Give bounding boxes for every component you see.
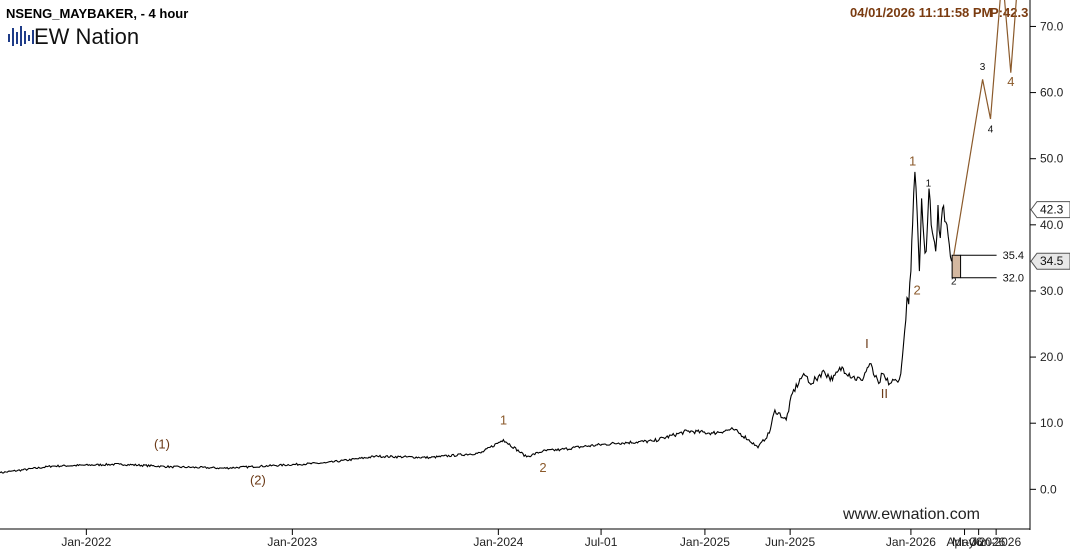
projection-group <box>953 0 1017 256</box>
x-tick-label: Jan-2025 <box>680 535 730 549</box>
price-line <box>0 171 953 474</box>
y-tick-label: 10.0 <box>1040 416 1064 430</box>
price-series-group <box>0 171 953 474</box>
y-axis-ticks: 0.0 10.0 20.0 30.0 40.0 50.0 60.0 70.0 <box>1030 19 1064 496</box>
current-price-tag <box>1030 252 1070 270</box>
timestamp-readout: 04/01/2026 11:11:58 PM <box>850 5 992 20</box>
x-tick-label: Jan-2026 <box>886 535 936 549</box>
y-tick-label: 40.0 <box>1040 218 1064 232</box>
projection-path <box>953 0 1017 256</box>
ew-nation-logo: EW Nation <box>8 24 139 49</box>
x-tick-label: Jan-2024 <box>473 535 523 549</box>
chart-title: NSENG_MAYBAKER, - 4 hour <box>6 6 188 21</box>
y-tick-label: 70.0 <box>1040 19 1064 33</box>
target-zone-box <box>951 254 962 279</box>
x-tick-label: Jul-01 <box>585 535 618 549</box>
wave-label: 2 <box>951 276 957 287</box>
y-tick-label: 20.0 <box>1040 350 1064 364</box>
wave-label: (2) <box>250 473 266 488</box>
y-tick-label: 50.0 <box>1040 152 1064 166</box>
current-price-tag-label: 34.5 <box>1040 254 1064 268</box>
wave-label: 4 <box>1007 74 1014 89</box>
x-tick-label: Apr-06 <box>947 535 983 549</box>
logo-bars-icon <box>8 26 34 46</box>
x-tick-label: Jan-2022 <box>61 535 111 549</box>
x-tick-label: May-2026 <box>952 535 1006 549</box>
price-readout: P:42.3 <box>990 5 1028 20</box>
target-box-group: 35.4 32.0 <box>951 250 1024 285</box>
wave-label: (1) <box>154 436 170 451</box>
brand-name: EW Nation <box>34 24 139 49</box>
wave-label: 4 <box>988 124 994 135</box>
last-price-tag <box>1030 201 1070 219</box>
wave-label: 1 <box>926 178 932 189</box>
y-tick-label: 0.0 <box>1040 482 1057 496</box>
last-price-tag-label: 42.3 <box>1040 203 1064 217</box>
price-tags-group: 42.3 34.5 <box>1030 201 1070 270</box>
wave-label: 3 <box>980 62 986 73</box>
x-tick-label: Jun-2026 <box>971 535 1021 549</box>
wave-label: 1 <box>909 153 916 168</box>
wave-label: 1 <box>500 413 507 428</box>
watermark: www.ewnation.com <box>842 506 980 523</box>
y-tick-label: 60.0 <box>1040 86 1064 100</box>
x-axis-ticks: Jan-2022 Jan-2023 Jan-2024 Jul-01 Jan-2025 Ju… <box>61 529 1021 549</box>
target-bottom-label: 32.0 <box>1003 273 1024 285</box>
wave-label: II <box>881 386 888 401</box>
wave-label: I <box>865 336 869 351</box>
x-tick-label: Jun-2025 <box>765 535 815 549</box>
x-tick-label: Jan-2023 <box>267 535 317 549</box>
y-tick-label: 30.0 <box>1040 284 1064 298</box>
wave-label: 2 <box>539 460 546 475</box>
target-top-label: 35.4 <box>1003 250 1024 262</box>
wave-label: 2 <box>914 282 921 297</box>
